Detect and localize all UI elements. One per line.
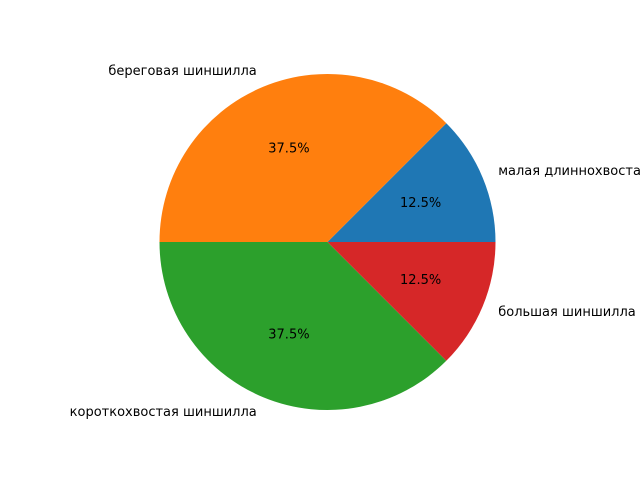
slice-label-2: короткохвостая шиншилла: [70, 405, 257, 420]
pie-slice-2: [159, 242, 447, 411]
labels-layer: малая длиннохвостая шиншилла 12.5% берегов…: [70, 64, 640, 420]
slice-label-1: береговая шиншилла: [108, 64, 256, 79]
slice-percent-label-0: 12.5%: [400, 196, 441, 211]
pie-slice-0: [327, 123, 496, 242]
slice-percent-label-1: 37.5%: [268, 141, 309, 156]
slices-layer: [159, 73, 496, 411]
slice-percent-label-3: 12.5%: [400, 273, 441, 288]
pie-slice-3: [327, 242, 496, 361]
pie-slice-1: [159, 73, 447, 243]
slice-label-3: большая шиншилла: [498, 305, 636, 320]
slice-percent-label-2: 37.5%: [268, 328, 309, 343]
slice-label-0: малая длиннохвостая шиншилла: [498, 164, 640, 179]
